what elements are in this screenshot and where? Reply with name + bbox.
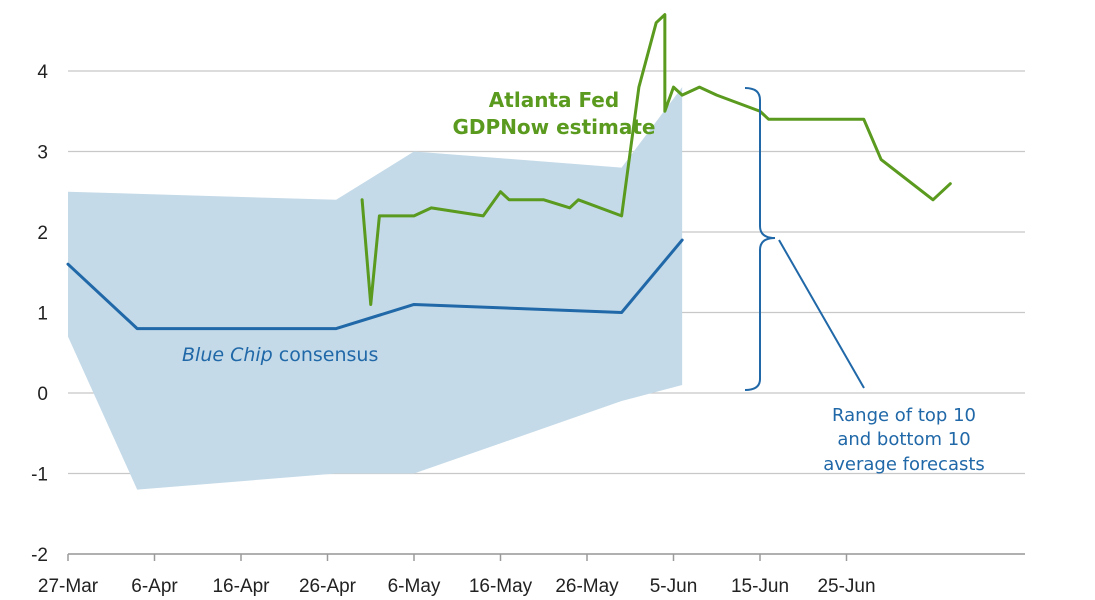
y-tick-label: -2 (31, 545, 48, 566)
x-tick-label: 25-Jun (817, 576, 875, 597)
x-tick-label: 5-Jun (650, 576, 698, 597)
x-tick-label: 15-Jun (731, 576, 789, 597)
x-tick-label: 6-Apr (131, 576, 178, 597)
series-lines (66, 13, 952, 331)
y-tick-label: 1 (37, 304, 48, 325)
gdpnow-label-line1: Atlanta Fed (489, 88, 619, 112)
x-tick-label: 6-May (388, 576, 441, 597)
y-tick-label: 3 (37, 143, 48, 164)
y-tick-label: 2 (37, 223, 48, 244)
bluechip-label-italic: Blue Chip (182, 344, 273, 366)
bluechip-label-rest: consensus (273, 344, 379, 366)
x-tick-label: 16-May (469, 576, 533, 597)
x-tick-label: 16-Apr (212, 576, 270, 597)
range-pointer-line (778, 239, 865, 389)
y-tick-label: -1 (31, 465, 48, 486)
atlanta-fed-gdpnow-estimate-line (360, 13, 952, 306)
x-tick-label: 26-May (555, 576, 619, 597)
blue-chip-consensus-line (66, 238, 684, 331)
y-tick-labels: -2 -1 0 1 2 3 4 (31, 62, 48, 566)
range-brace (744, 87, 776, 391)
axes (67, 553, 1025, 561)
range-label-line1: Range of top 10 (832, 405, 976, 426)
forecast-range-band (68, 87, 683, 490)
range-label-line2: and bottom 10 (837, 429, 970, 450)
x-tick-labels: 27-Mar 6-Apr 16-Apr 26-Apr 6-May 16-May 26-May… (38, 576, 876, 597)
range-band-area (68, 87, 683, 490)
bluechip-label: Blue Chip consensus (182, 344, 378, 366)
y-tick-label: 4 (37, 62, 48, 83)
x-tick-label: 26-Apr (299, 576, 357, 597)
y-tick-label: 0 (37, 384, 48, 405)
gdpnow-label-line2: GDPNow estimate (453, 115, 656, 139)
annotations: Atlanta Fed GDPNow estimate Blue Chip co… (182, 87, 985, 475)
x-tick-label: 27-Mar (38, 576, 99, 597)
range-label-line3: average forecasts (823, 454, 985, 475)
